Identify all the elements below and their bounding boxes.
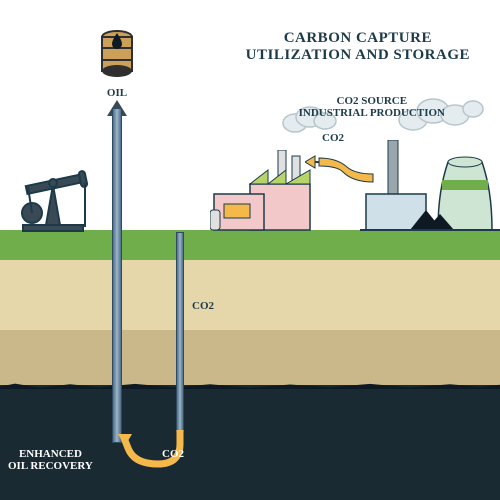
oil-barrel-group: OIL [100,30,134,99]
oil-well-pipe [112,108,122,443]
co2-injection-pipe [176,232,184,432]
diagram-canvas: CARBON CAPTURE UTILIZATION AND STORAGE C… [0,0,500,500]
eor-line-2: OIL RECOVERY [8,460,93,472]
enhanced-oil-recovery-label: ENHANCED OIL RECOVERY [8,448,93,472]
subtitle-line-2: INDUSTRIAL PRODUCTION [299,107,445,119]
factory-icon [210,150,320,236]
layer-soil-lower [0,330,500,385]
co2-transfer-arrow-icon [305,150,375,184]
pumpjack-icon [18,165,98,235]
title-line-1: CARBON CAPTURE [246,30,470,47]
co2-reservoir-label: CO2 [162,448,184,460]
layer-bedrock [0,385,500,500]
oil-label: OIL [100,87,134,99]
eor-line-1: ENHANCED [8,448,93,460]
co2-transfer-label: CO2 [322,132,344,144]
diagram-subtitle: CO2 SOURCE INDUSTRIAL PRODUCTION [299,95,445,119]
co2-pipe-label: CO2 [192,300,214,312]
title-line-2: UTILIZATION AND STORAGE [246,47,470,64]
oil-barrel-icon [100,30,134,78]
subtitle-line-1: CO2 SOURCE [299,95,445,107]
layer-soil-upper [0,260,500,330]
diagram-title: CARBON CAPTURE UTILIZATION AND STORAGE [246,30,470,64]
power-plant-icon [360,140,500,236]
